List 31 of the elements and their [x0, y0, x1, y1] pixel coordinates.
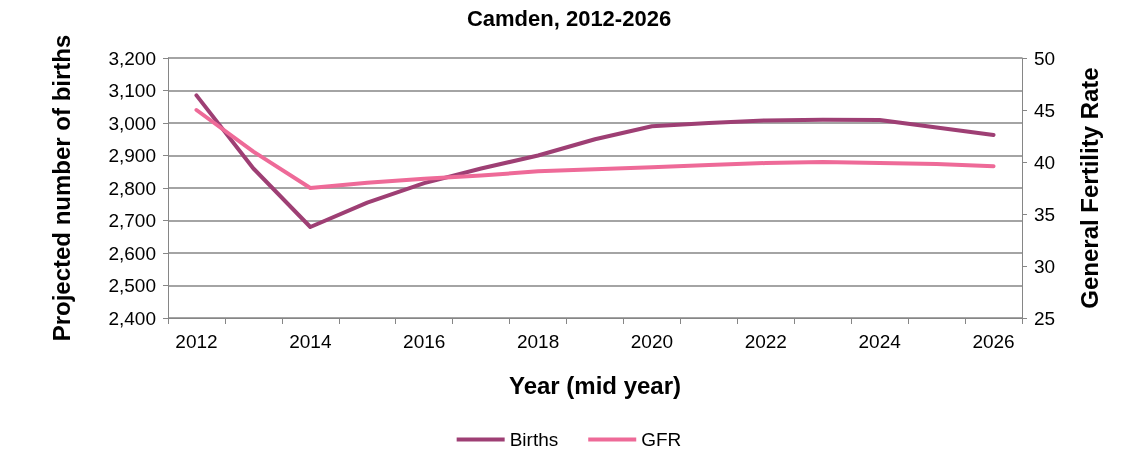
- y-axis-title: Projected number of births: [47, 34, 75, 342]
- y-tick-label: 3,100: [108, 80, 156, 101]
- x-axis-title: Year (mid year): [508, 371, 682, 399]
- legend-label: Births: [509, 429, 559, 450]
- legend-label: GFR: [641, 429, 682, 450]
- y-tick-label: 3,000: [108, 112, 156, 134]
- x-tick-label: 2012: [175, 331, 218, 352]
- x-tick-label: 2018: [516, 331, 560, 352]
- y-tick-label: 2,900: [108, 145, 156, 166]
- y-tick-label: 2,500: [108, 275, 156, 296]
- y-tick-label: 2,400: [108, 307, 156, 329]
- y2-axis-title: General Fertility Rate: [1075, 67, 1103, 309]
- y-tick-label: 2,700: [108, 210, 156, 231]
- y2-tick-label: 45: [1034, 99, 1056, 121]
- line-series: [194, 108, 996, 190]
- line-series: [194, 93, 996, 229]
- y-tick-label: 2,600: [108, 242, 156, 264]
- x-tick-label: 2020: [630, 331, 674, 352]
- y2-tick-label: 35: [1034, 203, 1056, 225]
- x-tick-label: 2026: [972, 331, 1015, 352]
- x-tick-label: 2016: [403, 331, 446, 352]
- y2-tick-label: 30: [1034, 255, 1056, 277]
- y2-tick-label: 40: [1034, 151, 1056, 173]
- x-tick-label: 2022: [744, 331, 787, 352]
- x-tick-label: 2014: [289, 331, 332, 352]
- y2-tick-label: 50: [1034, 47, 1056, 69]
- y-tick-label: 2,800: [108, 177, 156, 199]
- x-tick-label: 2024: [858, 331, 902, 352]
- chart-title: Camden, 2012-2026: [466, 5, 672, 31]
- y2-tick-label: 25: [1034, 307, 1056, 329]
- y-tick-label: 3,200: [108, 47, 156, 69]
